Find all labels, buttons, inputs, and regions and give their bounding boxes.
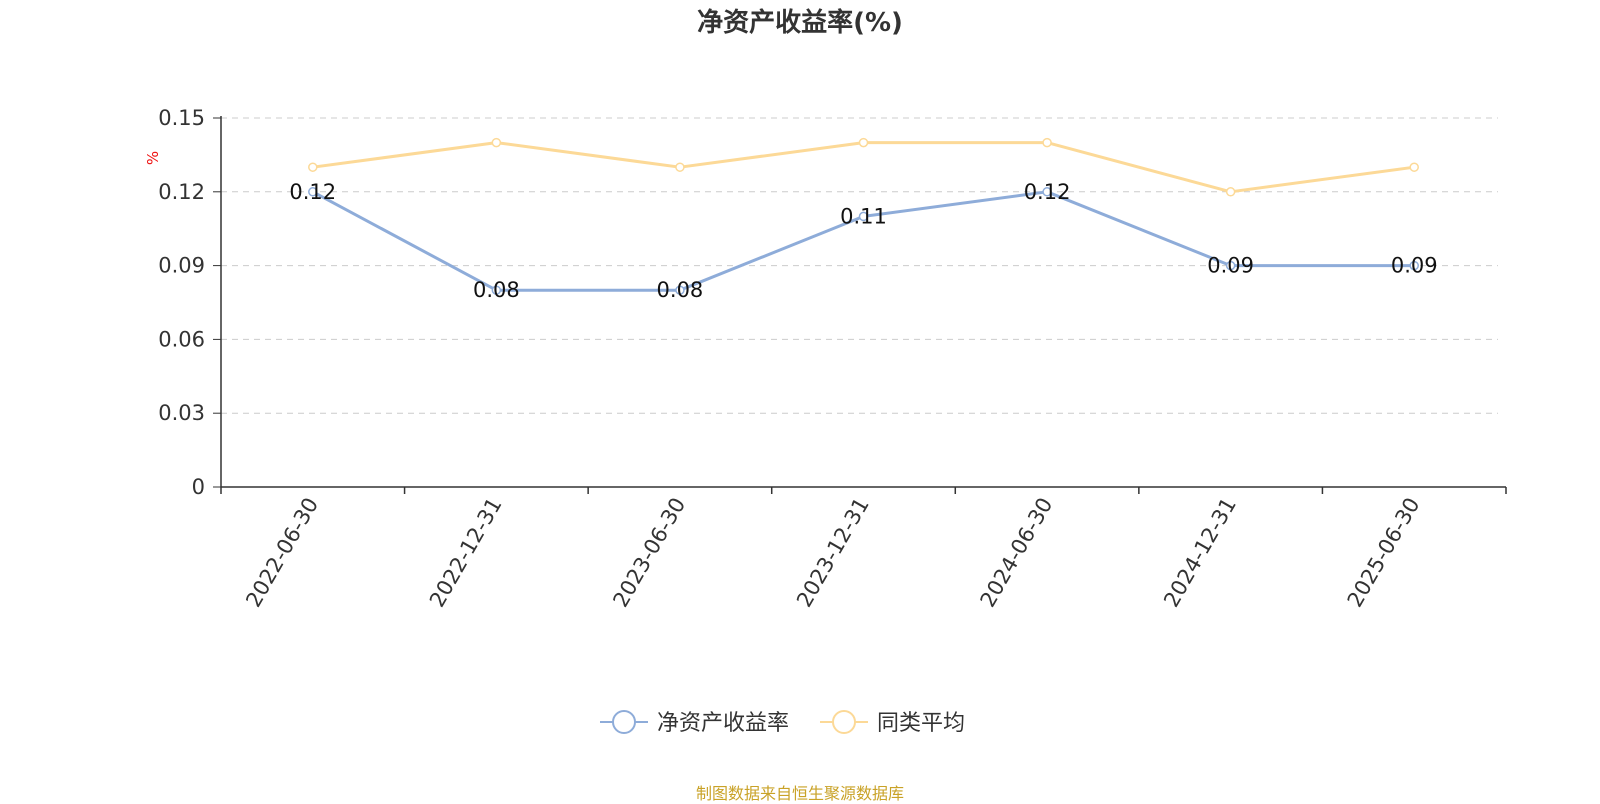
series-1-point [1409,260,1419,271]
data-label: 0.11 [840,204,887,228]
legend-marker-2 [832,710,856,734]
x-tick-label: 2022-06-30 [241,494,323,612]
y-tick-label: 0 [192,475,205,499]
x-tick-label: 2024-06-30 [976,494,1058,612]
series-2-point [858,137,869,148]
series-2-point [675,162,685,172]
x-tick-label: 2022-12-31 [425,494,507,612]
x-tick-label: 2023-12-31 [792,494,874,612]
y-tick-label: 0.06 [158,327,205,351]
y-tick-label: 0.09 [158,254,205,278]
y-tick-label: 0.12 [158,180,205,204]
x-tick-label: 2025-06-30 [1343,494,1425,612]
legend-marker-1 [612,710,636,734]
series-1-point [308,187,318,197]
data-label: 0.09 [1391,254,1438,278]
y-unit-label: % [144,151,162,165]
y-tick-label: 0.03 [158,401,205,425]
data-label: 0.09 [1207,254,1254,278]
series-1-point [1225,260,1236,271]
chart-title: 净资产收益率(%) [697,8,903,38]
data-label: 0.08 [473,278,520,302]
data-label: 0.12 [289,180,336,204]
series-line-2 [312,141,1415,194]
series-1-point [858,211,869,222]
series-2-point [491,137,502,148]
series-1-point [491,285,502,295]
series-1-point [1042,187,1052,197]
series-2-point [1042,137,1052,148]
series-2-point [1409,162,1419,172]
x-tick-label: 2024-12-31 [1159,494,1241,612]
data-label: 0.08 [657,278,704,302]
data-label: 0.12 [1024,180,1071,204]
data-source-note: 制图数据来自恒生聚源数据库 [695,784,904,803]
x-tick-label: 2023-06-30 [608,494,690,612]
series-1-point [675,285,685,295]
legend-label-2: 同类平均 [877,711,965,736]
series-2-point [308,162,318,172]
y-tick-label: 0.15 [158,106,205,130]
series-2-point [1225,187,1236,197]
legend-label-1: 净资产收益率 [657,711,789,736]
